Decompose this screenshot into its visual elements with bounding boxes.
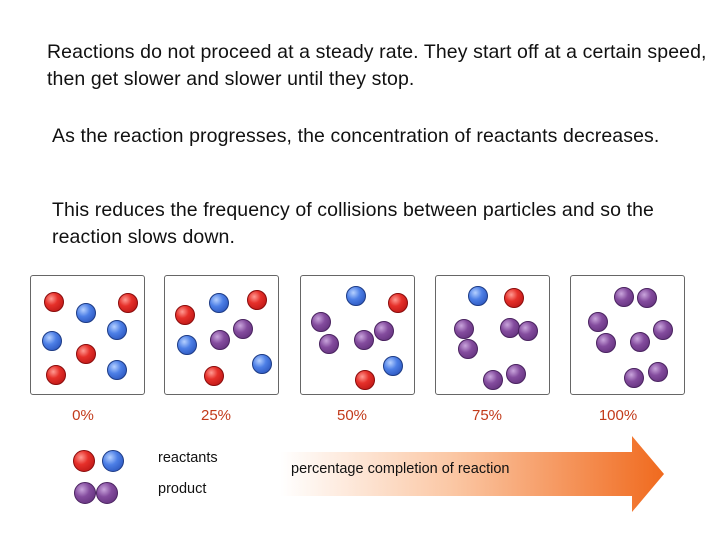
stage-box-75 [435, 275, 550, 395]
red-particle [388, 293, 408, 313]
legend-purple-particle [74, 482, 96, 504]
purple-particle [354, 330, 374, 350]
stage-label-0: 0% [72, 407, 94, 424]
legend-product-label: product [158, 481, 207, 497]
purple-particle [483, 370, 503, 390]
stage-box-50 [300, 275, 415, 395]
purple-particle [588, 312, 608, 332]
purple-particle [311, 312, 331, 332]
concentration-paragraph: As the reaction progresses, the concentr… [52, 125, 660, 147]
stage-label-50: 50% [336, 407, 368, 424]
purple-particle [233, 319, 253, 339]
blue-particle [209, 293, 229, 313]
blue-particle [107, 320, 127, 340]
progress-arrow [280, 436, 664, 512]
intro-paragraph: Reactions do not proceed at a steady rat… [47, 41, 707, 90]
stage-box-25 [164, 275, 279, 395]
purple-particle [506, 364, 526, 384]
purple-particle [637, 288, 657, 308]
collisions-paragraph: This reduces the frequency of collisions… [52, 199, 654, 248]
purple-particle [596, 333, 616, 353]
arrow-label: percentage completion of reaction [291, 461, 510, 477]
red-particle [247, 290, 267, 310]
stage-box-0 [30, 275, 145, 395]
legend-blue-particle [102, 450, 124, 472]
blue-particle [346, 286, 366, 306]
blue-particle [383, 356, 403, 376]
blue-particle [107, 360, 127, 380]
blue-particle [42, 331, 62, 351]
stage-box-100 [570, 275, 685, 395]
purple-particle [630, 332, 650, 352]
purple-particle [518, 321, 538, 341]
red-particle [355, 370, 375, 390]
purple-particle [210, 330, 230, 350]
stage-label-100: 100% [598, 407, 638, 424]
purple-particle [374, 321, 394, 341]
stage-label-25: 25% [200, 407, 232, 424]
legend-red-particle [73, 450, 95, 472]
purple-particle [624, 368, 644, 388]
purple-particle [458, 339, 478, 359]
red-particle [76, 344, 96, 364]
red-particle [118, 293, 138, 313]
legend-purple-particle [96, 482, 118, 504]
red-particle [504, 288, 524, 308]
purple-particle [454, 319, 474, 339]
purple-particle [319, 334, 339, 354]
legend-reactants-label: reactants [158, 450, 218, 466]
red-particle [175, 305, 195, 325]
purple-particle [500, 318, 520, 338]
red-particle [46, 365, 66, 385]
purple-particle [648, 362, 668, 382]
red-particle [44, 292, 64, 312]
stage-label-75: 75% [471, 407, 503, 424]
purple-particle [653, 320, 673, 340]
blue-particle [76, 303, 96, 323]
blue-particle [468, 286, 488, 306]
red-particle [204, 366, 224, 386]
blue-particle [252, 354, 272, 374]
purple-particle [614, 287, 634, 307]
blue-particle [177, 335, 197, 355]
